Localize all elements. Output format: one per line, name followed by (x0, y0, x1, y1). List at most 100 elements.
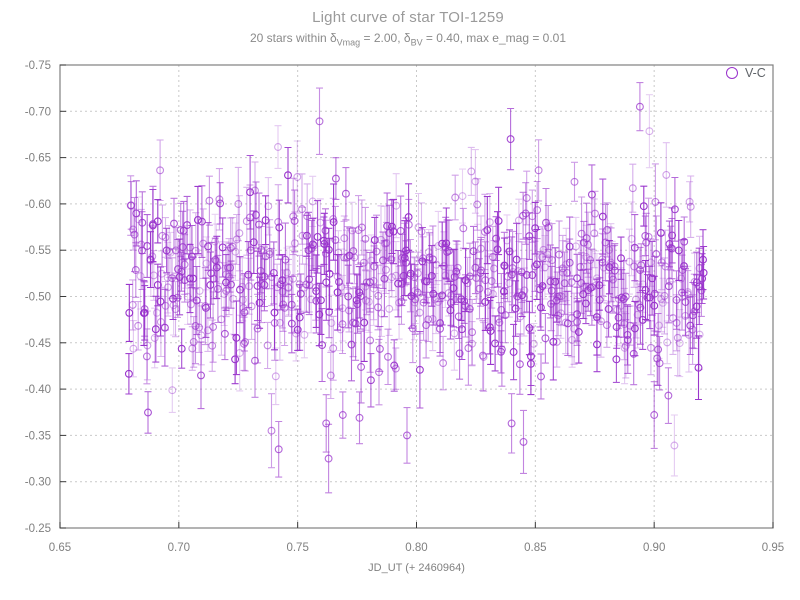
error-bar (605, 240, 613, 295)
data-point (570, 177, 579, 186)
error-bar (654, 312, 662, 387)
data-point (290, 216, 299, 225)
data-point (485, 323, 494, 332)
data-point (340, 253, 348, 262)
error-bar (240, 273, 248, 352)
error-bar (178, 328, 186, 369)
data-point (404, 213, 413, 222)
data-point (400, 254, 409, 263)
error-bar (669, 281, 677, 355)
data-point (581, 299, 590, 308)
subtitle-text: = 0.40, max e_mag = 0.01 (422, 31, 567, 45)
data-point (325, 307, 334, 316)
error-bar (652, 215, 660, 293)
error-bar (501, 237, 508, 295)
data-point (528, 271, 537, 280)
error-bar (334, 242, 342, 311)
data-point (681, 298, 690, 306)
data-point (515, 360, 524, 369)
error-bar (325, 285, 333, 339)
error-bar (674, 299, 682, 377)
error-bar (231, 334, 239, 385)
error-bar (129, 320, 137, 378)
data-point (511, 304, 520, 313)
error-bar (318, 308, 326, 383)
data-point (125, 308, 134, 317)
error-bar (272, 347, 280, 406)
data-point (164, 283, 172, 292)
error-bar (548, 265, 556, 316)
data-point (183, 292, 192, 301)
error-bar (296, 284, 304, 351)
data-point (205, 196, 214, 205)
error-bar (539, 261, 546, 311)
data-point (340, 234, 349, 243)
error-bar (384, 328, 392, 386)
data-point (558, 264, 567, 273)
data-point (293, 325, 302, 334)
data-point (293, 173, 302, 181)
data-point (544, 223, 553, 232)
data-point (695, 330, 704, 339)
data-point (151, 325, 160, 334)
data-point (308, 197, 317, 206)
data-point (660, 291, 669, 300)
error-bar (192, 287, 199, 365)
error-bar (605, 280, 613, 338)
error-bar (355, 266, 363, 319)
error-bar (194, 185, 202, 255)
error-bar (661, 257, 668, 335)
error-bar (570, 292, 578, 365)
data-point (477, 266, 486, 275)
data-point (131, 266, 140, 274)
error-bar (314, 200, 322, 274)
error-bar (424, 296, 432, 343)
data-point (424, 315, 433, 324)
data-point (537, 372, 545, 381)
error-bar (651, 255, 659, 332)
data-point (274, 445, 283, 454)
error-bar (376, 325, 384, 372)
data-point (685, 197, 694, 206)
error-bar (557, 287, 565, 339)
data-point (451, 193, 460, 202)
error-bar (451, 174, 459, 221)
error-bar (217, 282, 225, 356)
error-bar (357, 330, 365, 404)
data-point (274, 218, 283, 226)
error-bar (169, 277, 177, 321)
error-bar (522, 182, 530, 245)
error-bar (464, 310, 472, 386)
error-bar (127, 181, 135, 230)
data-point (608, 275, 617, 284)
data-point (208, 341, 217, 350)
data-point (142, 352, 151, 361)
data-point (621, 292, 630, 301)
error-bar (390, 198, 397, 265)
data-point (646, 258, 655, 267)
error-bar (251, 161, 259, 220)
data-point (382, 265, 390, 274)
error-bar (670, 414, 678, 477)
data-point (483, 288, 492, 296)
error-bar (221, 307, 229, 361)
data-point (531, 224, 540, 233)
data-point (156, 166, 165, 175)
error-bar (625, 228, 633, 295)
error-bar (202, 277, 210, 338)
subtitle-subscript-bv: BV (410, 37, 423, 48)
data-point (488, 289, 497, 298)
error-bar (392, 347, 400, 390)
data-point (501, 311, 510, 320)
data-point (347, 340, 356, 349)
data-point (579, 290, 588, 299)
error-bar (275, 420, 283, 478)
data-point (641, 286, 650, 294)
data-point (455, 349, 464, 358)
error-bar (664, 367, 672, 424)
data-point (269, 268, 278, 277)
data-point (533, 206, 542, 215)
data-point (571, 242, 580, 251)
data-point (670, 441, 679, 450)
